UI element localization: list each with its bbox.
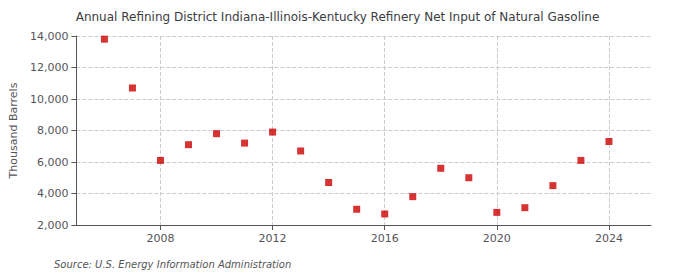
svg-text:Source: U.S. Energy Informatio: Source: U.S. Energy Information Administ… bbox=[54, 259, 291, 270]
svg-text:2020: 2020 bbox=[483, 232, 511, 245]
svg-text:10,000: 10,000 bbox=[30, 93, 69, 106]
svg-text:2024: 2024 bbox=[595, 232, 623, 245]
svg-text:Annual Refining District India: Annual Refining District Indiana-Illinoi… bbox=[76, 10, 600, 24]
svg-text:6,000: 6,000 bbox=[37, 156, 69, 169]
svg-text:4,000: 4,000 bbox=[37, 187, 69, 200]
svg-text:8,000: 8,000 bbox=[37, 124, 69, 137]
svg-text:2016: 2016 bbox=[371, 232, 399, 245]
svg-text:2008: 2008 bbox=[146, 232, 174, 245]
svg-text:12,000: 12,000 bbox=[30, 61, 69, 74]
svg-text:Thousand Barrels: Thousand Barrels bbox=[7, 82, 20, 179]
svg-text:14,000: 14,000 bbox=[30, 30, 69, 43]
svg-text:2,000: 2,000 bbox=[37, 219, 69, 232]
svg-text:2012: 2012 bbox=[259, 232, 287, 245]
